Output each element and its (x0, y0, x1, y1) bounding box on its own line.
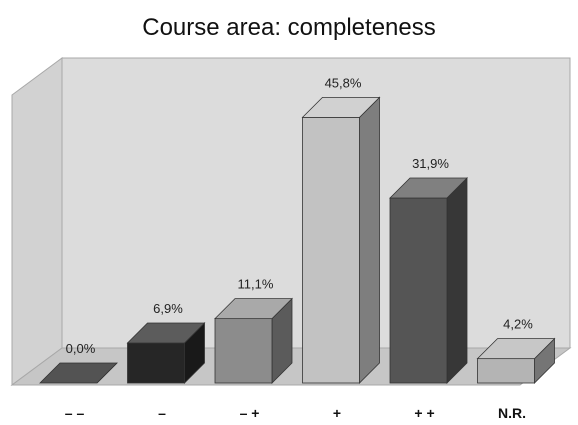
data-label: 11,1% (238, 277, 274, 292)
bar (214, 297, 293, 384)
data-label: 31,9% (412, 156, 449, 171)
x-tick-label: – + (240, 405, 260, 421)
x-tick-label: N.R. (498, 405, 526, 421)
chart-title: Course area: completeness (142, 14, 436, 41)
bar-front-face (389, 197, 448, 384)
bar-front-face (477, 358, 535, 384)
bar-top-face (39, 362, 118, 384)
data-label: 4,2% (503, 317, 533, 332)
bar-front-face (302, 116, 360, 384)
bar-top-face (126, 322, 206, 344)
bar-top-face (389, 177, 468, 199)
data-label: 45,8% (325, 75, 362, 90)
bar (389, 177, 468, 384)
bar (126, 322, 206, 384)
x-tick-label: – (158, 405, 166, 421)
x-tick-label: + + (414, 405, 434, 421)
x-tick-label: + (333, 405, 341, 421)
bar (476, 337, 556, 384)
data-label: 0,0% (66, 341, 96, 356)
x-tick-label: – – (65, 405, 85, 421)
bar-front-face (127, 342, 185, 384)
bar-side-face (359, 96, 380, 384)
data-label: 6,9% (153, 301, 183, 316)
bar-top-face (214, 298, 293, 320)
bar (301, 96, 381, 384)
bar-side-face (446, 177, 468, 384)
bar-front-face (214, 318, 273, 384)
bar (39, 362, 118, 384)
bar-top-face (476, 338, 556, 360)
bar-top-face (301, 96, 381, 118)
chart-side-wall (11, 57, 63, 386)
